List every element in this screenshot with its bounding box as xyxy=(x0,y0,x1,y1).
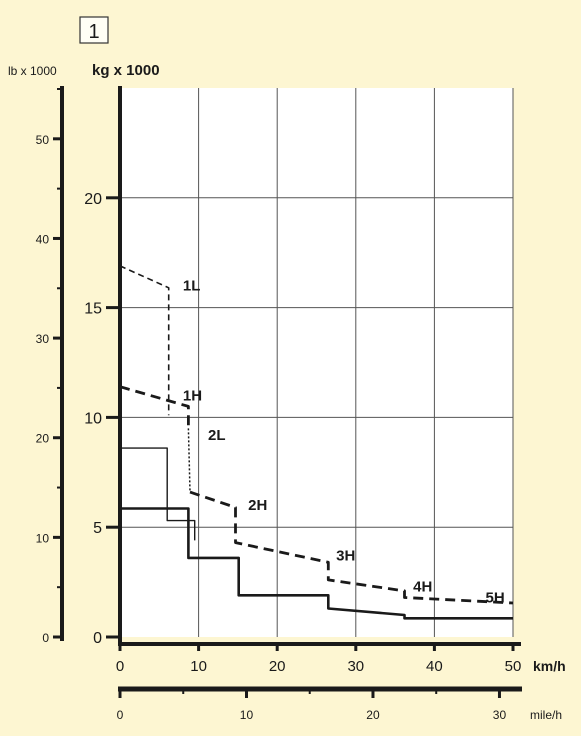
y-axis-label-kg: kg x 1000 xyxy=(92,62,160,79)
y-axis-kg-tick-label: 15 xyxy=(84,301,102,318)
x-axis-mph-tick-label: 30 xyxy=(493,708,507,722)
series-line-unlabeled-5 xyxy=(120,507,513,620)
axes-layer xyxy=(53,86,522,698)
curve-label-2h: 2H xyxy=(248,497,267,514)
series-line-unlabeled-4 xyxy=(120,447,196,541)
figure-number-box xyxy=(79,16,109,44)
y-axis-lb-tick-label: 30 xyxy=(36,332,50,346)
plot-area xyxy=(120,88,513,637)
curve-label-1h: 1H xyxy=(183,387,202,404)
x-axis-kmh-tick-label: 0 xyxy=(116,658,124,675)
y-axis-kg-tick-label: 20 xyxy=(84,191,102,208)
y-axis-lb-tick-label: 10 xyxy=(36,531,50,545)
x-axis-label-mph: mile/h xyxy=(530,708,562,722)
series-layer xyxy=(119,265,514,620)
curve-label-1l: 1L xyxy=(183,278,201,295)
grid-layer xyxy=(120,88,514,637)
y-axis-lb-tick-label: 20 xyxy=(36,432,50,446)
y-axis-label-lb: lb x 1000 xyxy=(8,64,57,78)
y-axis-lb-tick-label: 40 xyxy=(36,232,50,246)
x-axis-kmh-tick-label: 30 xyxy=(347,658,364,675)
figure-number: 1 xyxy=(88,21,99,43)
x-axis-mph-tick-label: 20 xyxy=(366,708,380,722)
y-axis-lb-tick-label: 50 xyxy=(36,133,50,147)
series-line-2l xyxy=(187,428,191,493)
y-axis-kg-tick-label: 10 xyxy=(84,410,102,427)
x-axis-mph-tick-label: 0 xyxy=(117,708,124,722)
series-line-1h xyxy=(119,385,190,429)
x-axis-kmh-tick-label: 50 xyxy=(505,658,522,675)
text-layer: 1 lb x 1000 kg x 1000 km/h mile/h 0 5 10 15… xyxy=(8,16,566,722)
curve-label-3h: 3H xyxy=(336,548,355,565)
x-axis-kmh-tick-label: 40 xyxy=(426,658,443,675)
y-axis-kg-tick-label: 5 xyxy=(93,520,102,537)
y-axis-lb-tick-label: 0 xyxy=(42,631,49,645)
x-axis-label-kmh: km/h xyxy=(533,658,566,674)
curve-label-5h: 5H xyxy=(485,589,504,606)
series-line-1l xyxy=(119,265,170,416)
series-line-2h xyxy=(189,490,514,605)
curve-label-4h: 4H xyxy=(413,578,432,595)
x-axis-mph-tick-label: 10 xyxy=(240,708,254,722)
y-axis-kg-tick-label: 0 xyxy=(93,630,102,647)
plot-area-layer xyxy=(120,88,513,637)
x-axis-kmh-tick-label: 10 xyxy=(190,658,207,675)
x-axis-kmh-tick-label: 20 xyxy=(269,658,286,675)
curve-label-2l: 2L xyxy=(208,427,226,444)
